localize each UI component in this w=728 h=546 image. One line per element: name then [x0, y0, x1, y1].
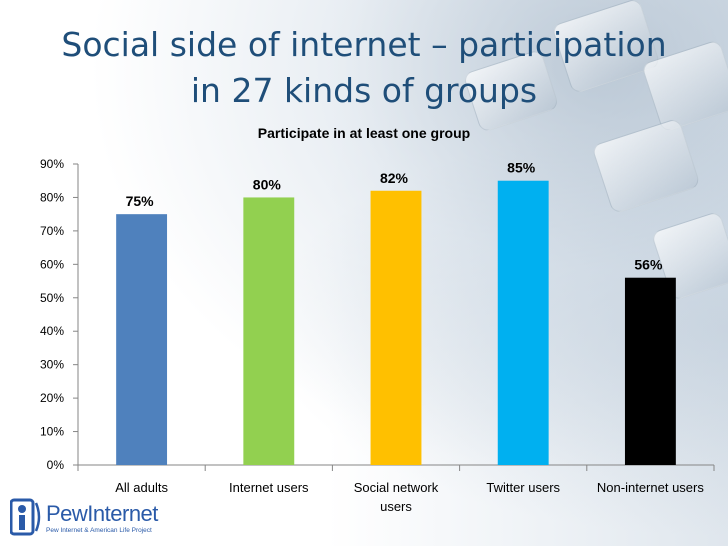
bar	[370, 190, 422, 465]
x-tick-label: Internet users	[229, 480, 309, 495]
x-tick-label: users	[380, 499, 412, 514]
bar	[624, 277, 676, 465]
slide-title-line-1: Social side of internet – participation	[61, 25, 667, 64]
data-label: 75%	[126, 193, 155, 209]
y-tick-label: 30%	[40, 358, 64, 372]
logo-mark-icon	[10, 498, 41, 536]
data-label: 80%	[253, 176, 282, 192]
logo-wordmark: PewInternet	[46, 501, 158, 527]
x-tick-label: Twitter users	[486, 480, 560, 495]
y-axis: 0% 10% 20% 30% 40% 50% 60% 70% 80% 90%	[40, 157, 79, 472]
bar	[497, 180, 549, 465]
slide-title-line-2: in 27 kinds of groups	[190, 71, 538, 110]
bars: 75% 80% 82% 85% 56%	[116, 160, 676, 465]
logo-name-part1: Pew	[46, 501, 88, 526]
x-axis: All adults Internet users Social network us…	[77, 464, 715, 514]
y-tick-label: 50%	[40, 291, 64, 305]
pew-internet-logo: PewInternet Pew Internet & American Life…	[10, 497, 170, 539]
y-tick-label: 60%	[40, 257, 64, 271]
bar	[116, 214, 168, 465]
logo-name-part2: Internet	[87, 501, 158, 526]
y-tick-label: 90%	[40, 157, 64, 171]
chart-title: Participate in at least one group	[258, 125, 470, 141]
slide-title: Social side of internet – participation …	[30, 22, 698, 114]
logo-tagline: Pew Internet & American Life Project	[46, 527, 152, 534]
y-tick-label: 0%	[47, 458, 65, 472]
y-tick-label: 40%	[40, 324, 64, 338]
y-tick-label: 10%	[40, 425, 64, 439]
data-label: 56%	[634, 257, 663, 273]
y-tick-label: 70%	[40, 224, 64, 238]
x-tick-label: Social network	[354, 480, 439, 495]
bar	[243, 197, 295, 465]
x-tick-label: Non-internet users	[597, 480, 704, 495]
data-label: 82%	[380, 170, 409, 186]
x-tick-label: All adults	[115, 480, 168, 495]
y-tick-label: 20%	[40, 391, 64, 405]
y-tick-label: 80%	[40, 190, 64, 204]
data-label: 85%	[507, 160, 536, 176]
